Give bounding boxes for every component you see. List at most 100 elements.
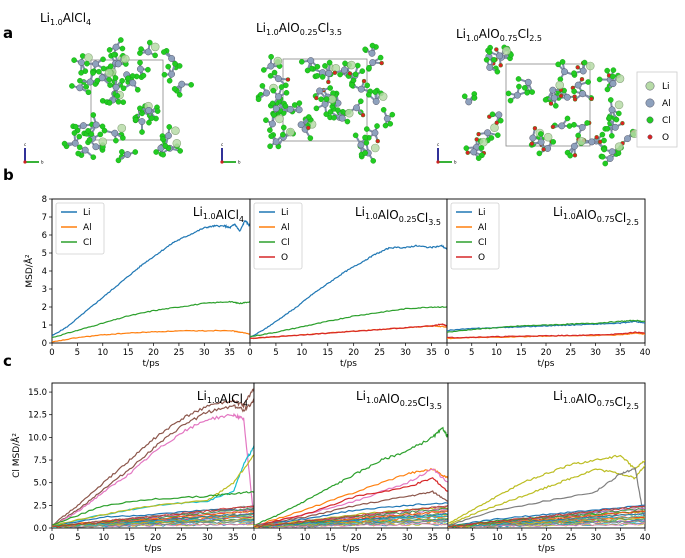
cl-atom: [134, 86, 141, 93]
al-atom: [81, 146, 89, 154]
cl-atom: [119, 45, 126, 52]
cl-atom: [165, 63, 171, 70]
cl-atom: [387, 121, 394, 127]
legend-atom-o-label: O: [662, 133, 669, 143]
al-atom: [578, 123, 586, 131]
series-line-cl-a: [254, 426, 448, 526]
x-tick-label: 0: [49, 348, 54, 358]
c-axis-label: c: [437, 142, 439, 147]
cl-atom: [314, 63, 321, 70]
atom-cluster: [255, 83, 270, 103]
cl-atom: [176, 92, 183, 98]
panel-label-c: c: [3, 352, 12, 370]
o-atom: [597, 139, 603, 145]
o-atom: [476, 131, 481, 137]
series-line-background: [254, 520, 448, 528]
cl-atom: [69, 83, 75, 89]
x-tick-label: 30: [590, 348, 601, 358]
li-atom: [614, 100, 624, 110]
plot-area: [52, 219, 250, 343]
al-atom: [570, 142, 578, 150]
cl-atom: [599, 153, 606, 160]
cl-atom: [604, 125, 611, 132]
cl-atom: [362, 150, 368, 156]
cl-atom: [326, 59, 333, 66]
legend-atom-cl-label: Cl: [662, 116, 671, 126]
cl-atom: [78, 69, 84, 76]
x-tick-label: 30: [402, 533, 413, 543]
al-atom: [92, 143, 100, 151]
atom-cluster: [137, 105, 155, 122]
al-atom: [563, 93, 571, 101]
x-tick-label: 20: [541, 348, 552, 358]
b-axis-label: b: [454, 160, 457, 165]
cl-atom: [471, 95, 478, 101]
atom-cluster: [267, 131, 286, 150]
y-tick-label: 4: [42, 267, 47, 277]
legend-label-o: O: [478, 253, 485, 263]
cl-atom: [115, 99, 122, 105]
cl-atom: [319, 74, 326, 80]
cl-atom: [112, 75, 119, 81]
x-tick-label: 10: [98, 533, 109, 543]
atom-cluster: [75, 144, 97, 160]
a-axis-dot: [436, 160, 440, 164]
series-line-background: [448, 507, 645, 528]
cl-atom: [160, 151, 166, 158]
cl-atom: [571, 121, 577, 128]
y-tick-label: 7.5: [33, 456, 47, 466]
atom-cluster: [86, 137, 106, 153]
y-axis-label: MSD/Å²: [23, 254, 35, 288]
li-atom: [502, 46, 511, 56]
series-line-li: [52, 219, 250, 337]
cl-atom: [100, 65, 107, 72]
y-tick-label: 0: [42, 339, 47, 349]
cl-atom: [357, 98, 364, 105]
cl-atom: [604, 86, 611, 93]
series-line-cl-c: [52, 412, 254, 528]
cl-atom: [318, 96, 324, 103]
al-atom: [357, 85, 365, 93]
al-atom: [550, 94, 558, 102]
structure-title-2: Li1.0AlO0.25Cl3.5: [256, 21, 342, 37]
al-atom: [529, 134, 537, 142]
al-atom: [338, 114, 346, 122]
al-atom: [165, 132, 172, 140]
cl-atom: [382, 122, 389, 129]
al-atom: [611, 123, 619, 131]
cl-atom: [148, 115, 155, 122]
atom-cluster: [312, 85, 333, 102]
al-atom: [368, 49, 376, 57]
legend-box: [450, 202, 500, 270]
al-atom: [145, 106, 153, 114]
cl-atom: [363, 126, 370, 132]
cl-atom: [584, 120, 590, 126]
al-atom: [112, 43, 120, 51]
cl-atom: [160, 136, 166, 142]
cl-atom: [330, 90, 336, 96]
al-atom: [608, 106, 616, 114]
cl-atom: [296, 100, 303, 106]
li-atom: [614, 142, 624, 152]
atom-cluster: [515, 76, 535, 96]
li-atom: [479, 137, 488, 147]
atom-cluster: [107, 51, 129, 70]
al-atom: [307, 57, 315, 65]
series-line-background: [254, 517, 448, 528]
al-atom: [138, 118, 146, 125]
series-line-o: [250, 323, 447, 340]
al-atom: [537, 138, 545, 146]
legend-box: [55, 202, 105, 255]
cl-atom: [153, 149, 159, 155]
o-atom: [314, 95, 319, 101]
atom-cluster: [70, 121, 95, 134]
atom-cluster: [132, 115, 146, 135]
series-line-background: [448, 517, 645, 528]
cl-atom: [261, 67, 267, 73]
series-line-background: [254, 512, 448, 528]
cl-atom: [71, 57, 77, 63]
o-atom: [620, 121, 625, 126]
cl-atom: [389, 111, 396, 118]
al-atom: [316, 87, 324, 95]
